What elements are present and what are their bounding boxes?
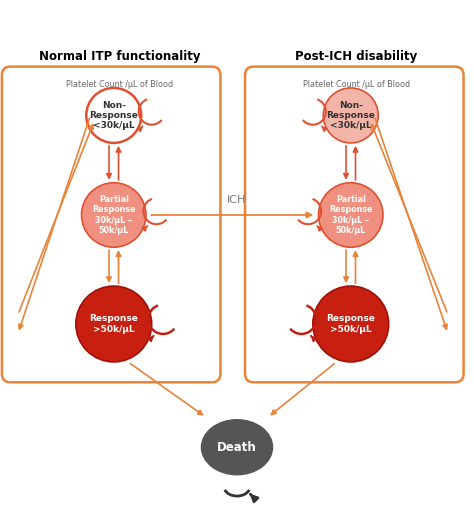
Text: Response
>50k/μL: Response >50k/μL xyxy=(89,314,138,334)
Circle shape xyxy=(76,286,152,362)
Text: Partial
Response
30k/μL –
50k/μL: Partial Response 30k/μL – 50k/μL xyxy=(92,195,136,235)
Text: ICH: ICH xyxy=(228,194,246,204)
Circle shape xyxy=(319,183,383,247)
Circle shape xyxy=(313,286,389,362)
Text: Death: Death xyxy=(217,441,257,454)
Text: Partial
Response
30k/μL –
50k/μL: Partial Response 30k/μL – 50k/μL xyxy=(329,195,373,235)
FancyBboxPatch shape xyxy=(2,67,220,382)
Ellipse shape xyxy=(201,420,273,475)
Circle shape xyxy=(82,183,146,247)
Text: Non-
Response
<30k/μL: Non- Response <30k/μL xyxy=(326,100,375,131)
Text: Response
>50k/μL: Response >50k/μL xyxy=(326,314,375,334)
Circle shape xyxy=(323,88,378,143)
FancyBboxPatch shape xyxy=(245,67,464,382)
Text: Platelet Count /μL of Blood: Platelet Count /μL of Blood xyxy=(66,80,173,89)
Text: Normal ITP functionality: Normal ITP functionality xyxy=(39,50,200,63)
Text: Non-
Response
<30k/μL: Non- Response <30k/μL xyxy=(89,100,138,131)
Text: Post-ICH disability: Post-ICH disability xyxy=(295,50,418,63)
Circle shape xyxy=(86,88,141,143)
Text: Platelet Count /μL of Blood: Platelet Count /μL of Blood xyxy=(303,80,410,89)
